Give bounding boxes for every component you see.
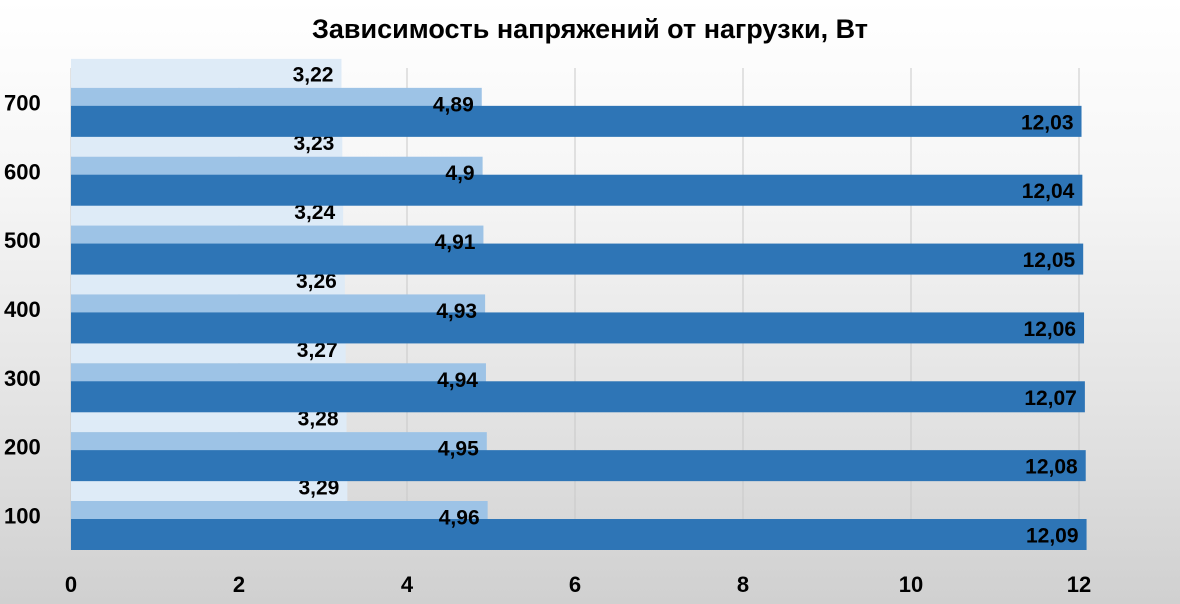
category-label: 100	[4, 504, 41, 529]
data-label: 4,89	[433, 93, 474, 116]
data-label: 4,95	[438, 438, 479, 461]
bar	[71, 312, 1085, 344]
data-label: 3,22	[293, 63, 334, 86]
data-label: 3,26	[296, 270, 337, 293]
bar	[71, 243, 1084, 275]
x-tick-label: 6	[569, 572, 581, 597]
x-tick-label: 0	[65, 572, 77, 597]
data-label: 12,09	[1026, 525, 1079, 548]
x-tick-label: 4	[401, 572, 414, 597]
x-tick-label: 2	[233, 572, 245, 597]
data-label: 4,94	[437, 369, 478, 392]
bar	[71, 58, 342, 88]
bar	[71, 450, 1086, 482]
data-label: 3,28	[298, 408, 339, 431]
category-label: 200	[4, 435, 41, 460]
bar	[71, 381, 1085, 413]
data-label: 3,24	[294, 201, 335, 224]
category-label: 600	[4, 159, 41, 184]
data-label: 12,04	[1022, 180, 1075, 203]
data-label: 4,91	[435, 231, 476, 254]
data-label: 12,06	[1023, 318, 1076, 341]
bar	[71, 519, 1087, 550]
data-label: 4,9	[445, 162, 474, 185]
x-tick-label: 10	[899, 572, 923, 597]
category-label: 400	[4, 297, 41, 322]
bar	[71, 174, 1083, 206]
data-label: 12,05	[1023, 249, 1076, 272]
x-tick-label: 8	[737, 572, 749, 597]
data-label: 4,93	[436, 300, 477, 323]
data-label: 3,29	[298, 477, 339, 500]
category-label: 700	[4, 90, 41, 115]
data-label: 12,03	[1021, 111, 1074, 134]
bar	[71, 105, 1082, 137]
category-label: 500	[4, 228, 41, 253]
x-tick-label: 12	[1067, 572, 1091, 597]
category-label: 300	[4, 366, 41, 391]
data-label: 4,96	[439, 507, 480, 530]
chart-title: Зависимость напряжений от нагрузки, Вт	[312, 14, 868, 44]
data-label: 3,23	[293, 132, 334, 155]
data-label: 12,08	[1025, 456, 1078, 479]
data-label: 3,27	[297, 339, 338, 362]
data-label: 12,07	[1024, 387, 1077, 410]
